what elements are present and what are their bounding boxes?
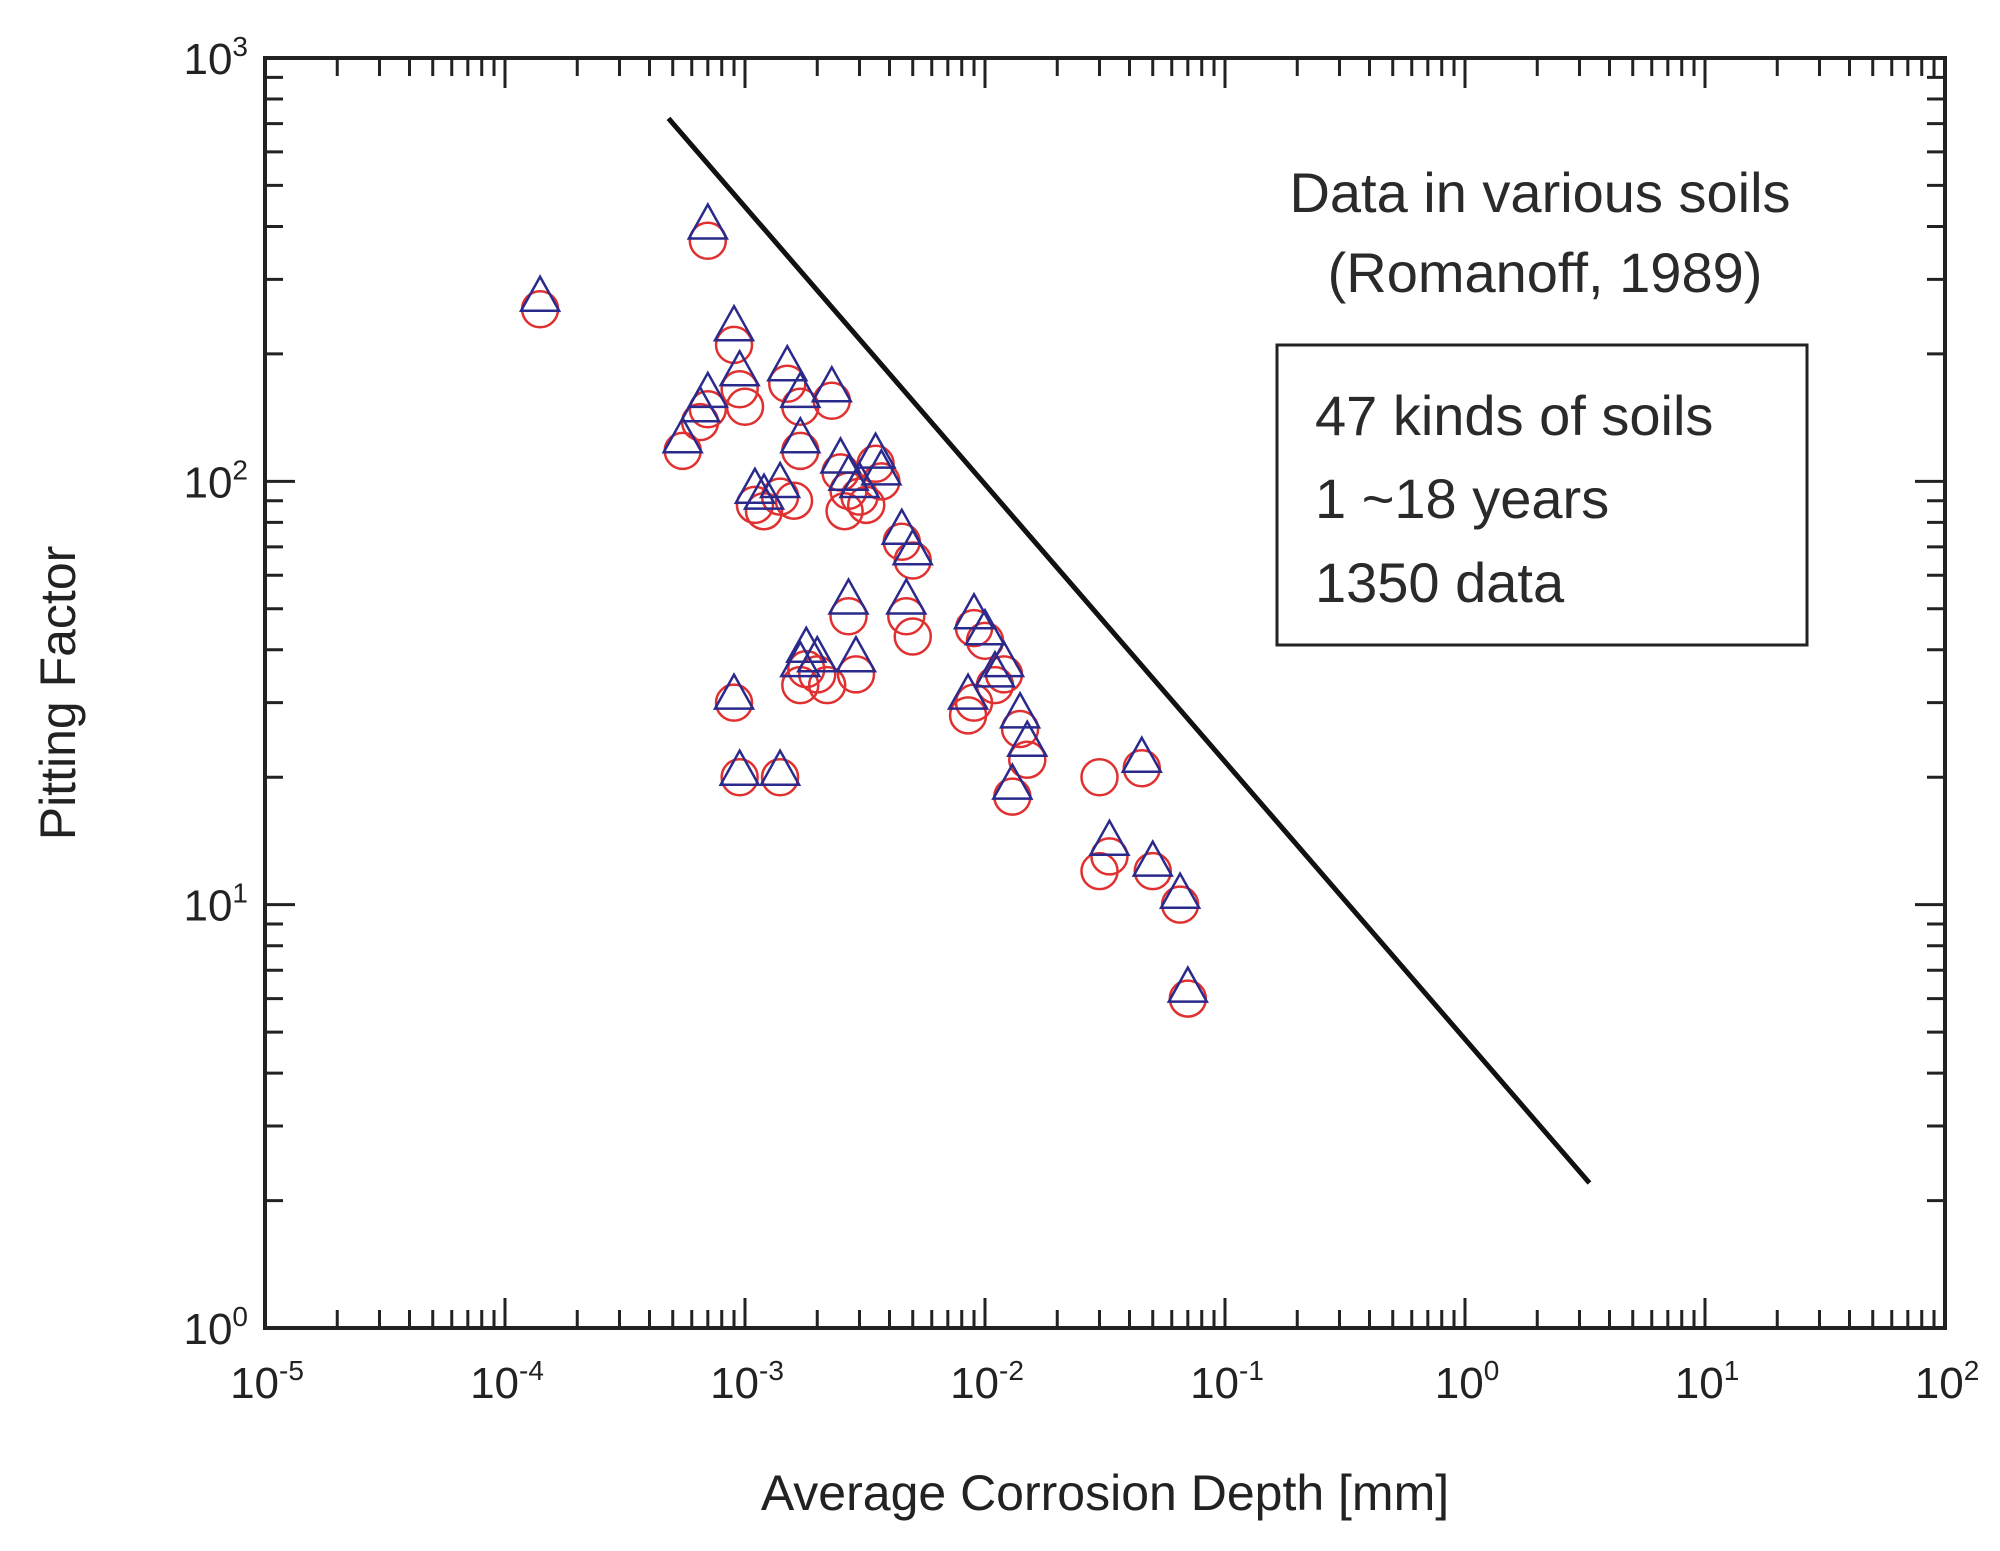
triangle-marker bbox=[796, 634, 839, 673]
circle-marker bbox=[735, 485, 775, 525]
triangle-marker bbox=[518, 274, 562, 312]
x-tick-label: 10-1 bbox=[1190, 1355, 1264, 1408]
triangle-marker bbox=[973, 649, 1017, 688]
annotation-line-2: (Romanoff, 1989) bbox=[1328, 241, 1763, 304]
triangle-marker bbox=[860, 447, 903, 486]
circle-marker bbox=[797, 655, 837, 694]
circle-marker bbox=[760, 757, 800, 797]
circle-marker bbox=[714, 683, 754, 722]
circle-marker bbox=[1080, 757, 1119, 797]
plot-area bbox=[263, 56, 1947, 1330]
plot-border bbox=[263, 56, 1947, 1330]
x-axis-label: Average Corrosion Depth [mm] bbox=[761, 1465, 1449, 1521]
circle-marker bbox=[825, 491, 864, 531]
triangle-marker bbox=[712, 672, 756, 710]
info-box bbox=[1275, 343, 1809, 647]
annotation-line-1: Data in various soils bbox=[1289, 161, 1790, 224]
triangle-marker bbox=[1120, 735, 1163, 773]
triangle-marker bbox=[686, 370, 729, 409]
triangle-marker bbox=[827, 453, 870, 491]
upper-bound-line-segment bbox=[666, 116, 1592, 1185]
triangle-marker bbox=[1088, 818, 1131, 857]
triangle-marker bbox=[834, 634, 878, 673]
circle-marker bbox=[887, 597, 926, 636]
info-box-line-3: 1350 data bbox=[1315, 551, 1565, 614]
triangle-marker bbox=[758, 748, 802, 786]
x-tick-label: 101 bbox=[1675, 1355, 1740, 1408]
circle-marker bbox=[893, 617, 933, 656]
triangle-marker bbox=[733, 466, 777, 505]
circle-marker bbox=[1080, 851, 1119, 891]
x-tick-label: 10-5 bbox=[230, 1355, 304, 1408]
circle-marker bbox=[1090, 837, 1129, 876]
circle-marker bbox=[836, 655, 876, 694]
triangle-marker bbox=[766, 343, 809, 382]
y-tick-label: 102 bbox=[183, 454, 248, 507]
triangle-marker bbox=[1006, 719, 1049, 757]
triangle-marker bbox=[661, 415, 704, 454]
triangle-marker bbox=[891, 527, 934, 566]
triangle-marker bbox=[998, 690, 1042, 729]
info-box-line-2: 1 ~18 years bbox=[1315, 467, 1609, 530]
circle-marker bbox=[688, 390, 728, 429]
triangle-marker bbox=[779, 370, 822, 409]
triangle-marker bbox=[963, 607, 1007, 646]
circle-marker bbox=[720, 370, 759, 409]
triangle-marker bbox=[779, 639, 822, 678]
circle-marker bbox=[1000, 709, 1040, 749]
x-tick-label: 10-2 bbox=[950, 1355, 1024, 1408]
triangle-marker bbox=[946, 672, 990, 710]
triangle-marker bbox=[686, 201, 729, 240]
circle-marker bbox=[720, 757, 759, 797]
circle-marker bbox=[807, 665, 847, 705]
x-tick-label: 10-3 bbox=[710, 1355, 784, 1408]
triangle-marker bbox=[742, 472, 786, 510]
triangle-marker bbox=[838, 460, 881, 499]
triangle-marker bbox=[718, 748, 761, 786]
x-tick-label: 100 bbox=[1435, 1355, 1500, 1408]
triangle-marker bbox=[982, 639, 1026, 678]
triangle-marker bbox=[1158, 871, 1202, 909]
upper-bound-line bbox=[666, 116, 1592, 1185]
info-box-line-1: 47 kinds of soils bbox=[1315, 384, 1713, 447]
circle-marker bbox=[1133, 851, 1173, 891]
triangle-marker bbox=[880, 507, 923, 546]
triangle-marker bbox=[827, 576, 870, 615]
y-tick-label: 103 bbox=[183, 31, 248, 84]
triangle-marker bbox=[712, 303, 756, 342]
triangle-marker bbox=[718, 348, 761, 387]
triangle-marker bbox=[854, 431, 897, 469]
y-tick-labels: 100 101 102 103 bbox=[183, 31, 248, 1354]
triangle-marker bbox=[758, 460, 802, 499]
triangle-marker bbox=[1131, 839, 1174, 877]
y-tick-label: 101 bbox=[183, 878, 248, 931]
triangle-marker bbox=[785, 625, 828, 664]
triangle-marker bbox=[1166, 965, 1209, 1003]
triangle-marker bbox=[810, 364, 853, 403]
circle-marker bbox=[774, 481, 814, 520]
y-axis-label: Pitting Factor bbox=[30, 546, 86, 841]
x-tick-label: 10-4 bbox=[470, 1355, 544, 1408]
triangle-marker bbox=[885, 576, 928, 615]
y-tick-label: 100 bbox=[183, 1301, 248, 1354]
triangle-marker bbox=[779, 415, 822, 454]
axis-ticks bbox=[263, 58, 1945, 1330]
x-tick-label: 102 bbox=[1915, 1355, 1980, 1408]
x-tick-labels: 10-5 10-4 10-3 10-2 10-1 100 101 102 bbox=[230, 1355, 1979, 1408]
circle-marker bbox=[829, 597, 868, 636]
triangle-marker bbox=[991, 762, 1034, 800]
circle-marker bbox=[1008, 740, 1047, 779]
marker-series bbox=[518, 201, 1209, 1018]
circle-marker bbox=[688, 221, 728, 261]
